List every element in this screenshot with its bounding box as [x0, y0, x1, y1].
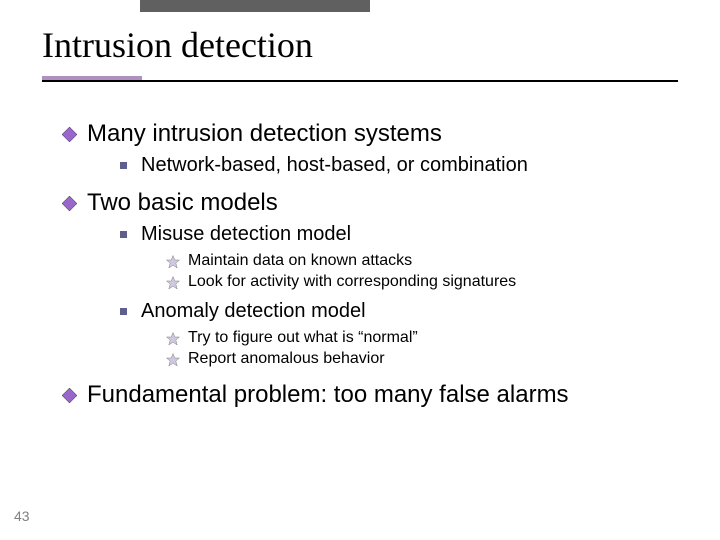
diamond-bullet-icon [62, 388, 77, 403]
star-bullet-icon [166, 353, 180, 367]
diamond-bullet-icon [62, 196, 77, 211]
bullet-text: Anomaly detection model [141, 300, 366, 323]
bullet-text: Many intrusion detection systems [87, 120, 442, 148]
square-bullet-icon [120, 162, 127, 169]
top-accent-bar [140, 0, 370, 12]
bullet-level2: Misuse detection model [120, 223, 680, 246]
diamond-bullet-icon [62, 127, 77, 142]
bullet-text: Maintain data on known attacks [188, 252, 412, 270]
slide: Intrusion detection Many intrusion detec… [0, 0, 720, 540]
page-number: 43 [14, 508, 30, 524]
bullet-text: Look for activity with corresponding sig… [188, 273, 516, 291]
star-bullet-icon [166, 255, 180, 269]
bullet-level3: Look for activity with corresponding sig… [166, 273, 680, 291]
bullet-level3: Report anomalous behavior [166, 350, 680, 368]
bullet-level2: Network-based, host-based, or combinatio… [120, 154, 680, 177]
bullet-level2: Anomaly detection model [120, 300, 680, 323]
square-bullet-icon [120, 231, 127, 238]
bullet-level1: Two basic models [62, 189, 680, 217]
bullet-text: Misuse detection model [141, 223, 351, 246]
title-underline [42, 80, 678, 82]
bullet-text: Two basic models [87, 189, 278, 217]
star-bullet-icon [166, 332, 180, 346]
square-bullet-icon [120, 308, 127, 315]
slide-title: Intrusion detection [42, 24, 313, 66]
bullet-level1: Many intrusion detection systems [62, 120, 680, 148]
bullet-level3: Maintain data on known attacks [166, 252, 680, 270]
content-area: Many intrusion detection systems Network… [62, 120, 680, 415]
star-bullet-icon [166, 276, 180, 290]
bullet-level1: Fundamental problem: too many false alar… [62, 381, 680, 409]
bullet-text: Fundamental problem: too many false alar… [87, 381, 569, 409]
bullet-text: Report anomalous behavior [188, 350, 385, 368]
bullet-level3: Try to figure out what is “normal” [166, 329, 680, 347]
bullet-text: Try to figure out what is “normal” [188, 329, 418, 347]
bullet-text: Network-based, host-based, or combinatio… [141, 154, 528, 177]
